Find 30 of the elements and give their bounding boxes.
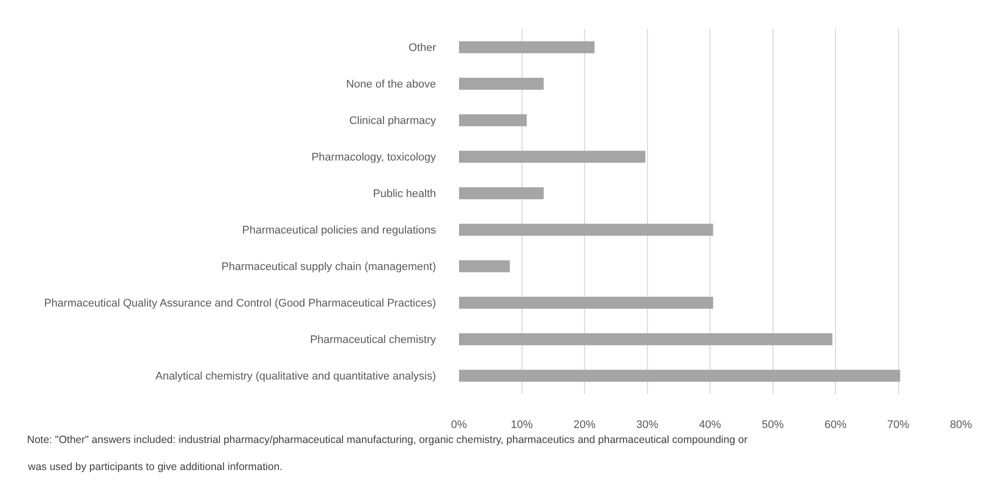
bar bbox=[459, 114, 527, 126]
bar bbox=[459, 78, 544, 90]
y-tick-label: Pharmaceutical supply chain (management) bbox=[221, 261, 436, 274]
y-tick-label: Pharmacology, toxicology bbox=[311, 152, 436, 164]
y-tick-label: Pharmaceutical Quality Assurance and Control (Good Pharmaceutical Practices) bbox=[44, 298, 436, 310]
x-tick-label: 30% bbox=[636, 419, 658, 431]
y-tick-label: Pharmaceutical policies and regulations bbox=[242, 224, 436, 237]
x-tick-label: 70% bbox=[887, 419, 910, 431]
x-tick-label: 20% bbox=[573, 419, 596, 431]
y-tick-label: Clinical pharmacy bbox=[349, 115, 436, 128]
x-tick-label: 60% bbox=[824, 419, 847, 431]
y-tick-label: None of the above bbox=[346, 78, 436, 91]
x-tick-label: 10% bbox=[510, 419, 533, 431]
bar bbox=[459, 150, 646, 163]
y-tick-label: Other bbox=[408, 42, 436, 54]
x-tick-label: 40% bbox=[698, 419, 722, 431]
y-tick-label: Analytical chemistry (qualitative and quantitative analysis) bbox=[155, 370, 436, 383]
bar bbox=[459, 41, 595, 54]
x-tick-label: 50% bbox=[762, 419, 784, 431]
bar bbox=[459, 224, 714, 236]
text: Note: "Other" answers included: industrial pharmacy/pharmaceutical manufacturing, organic chemistry, pharmaceutics and pharmaceutical compounding or was used by participants to give additional information. bbox=[27, 434, 748, 473]
bar bbox=[459, 296, 714, 309]
y-tick-label: Public health bbox=[373, 188, 436, 200]
bar bbox=[459, 370, 900, 382]
bar bbox=[459, 260, 510, 272]
bar bbox=[459, 333, 832, 346]
x-tick-label: 80% bbox=[950, 419, 972, 431]
x-tick-label: 0% bbox=[451, 419, 468, 431]
y-tick-label: Pharmaceutical chemistry bbox=[310, 334, 436, 346]
bar bbox=[459, 187, 544, 200]
